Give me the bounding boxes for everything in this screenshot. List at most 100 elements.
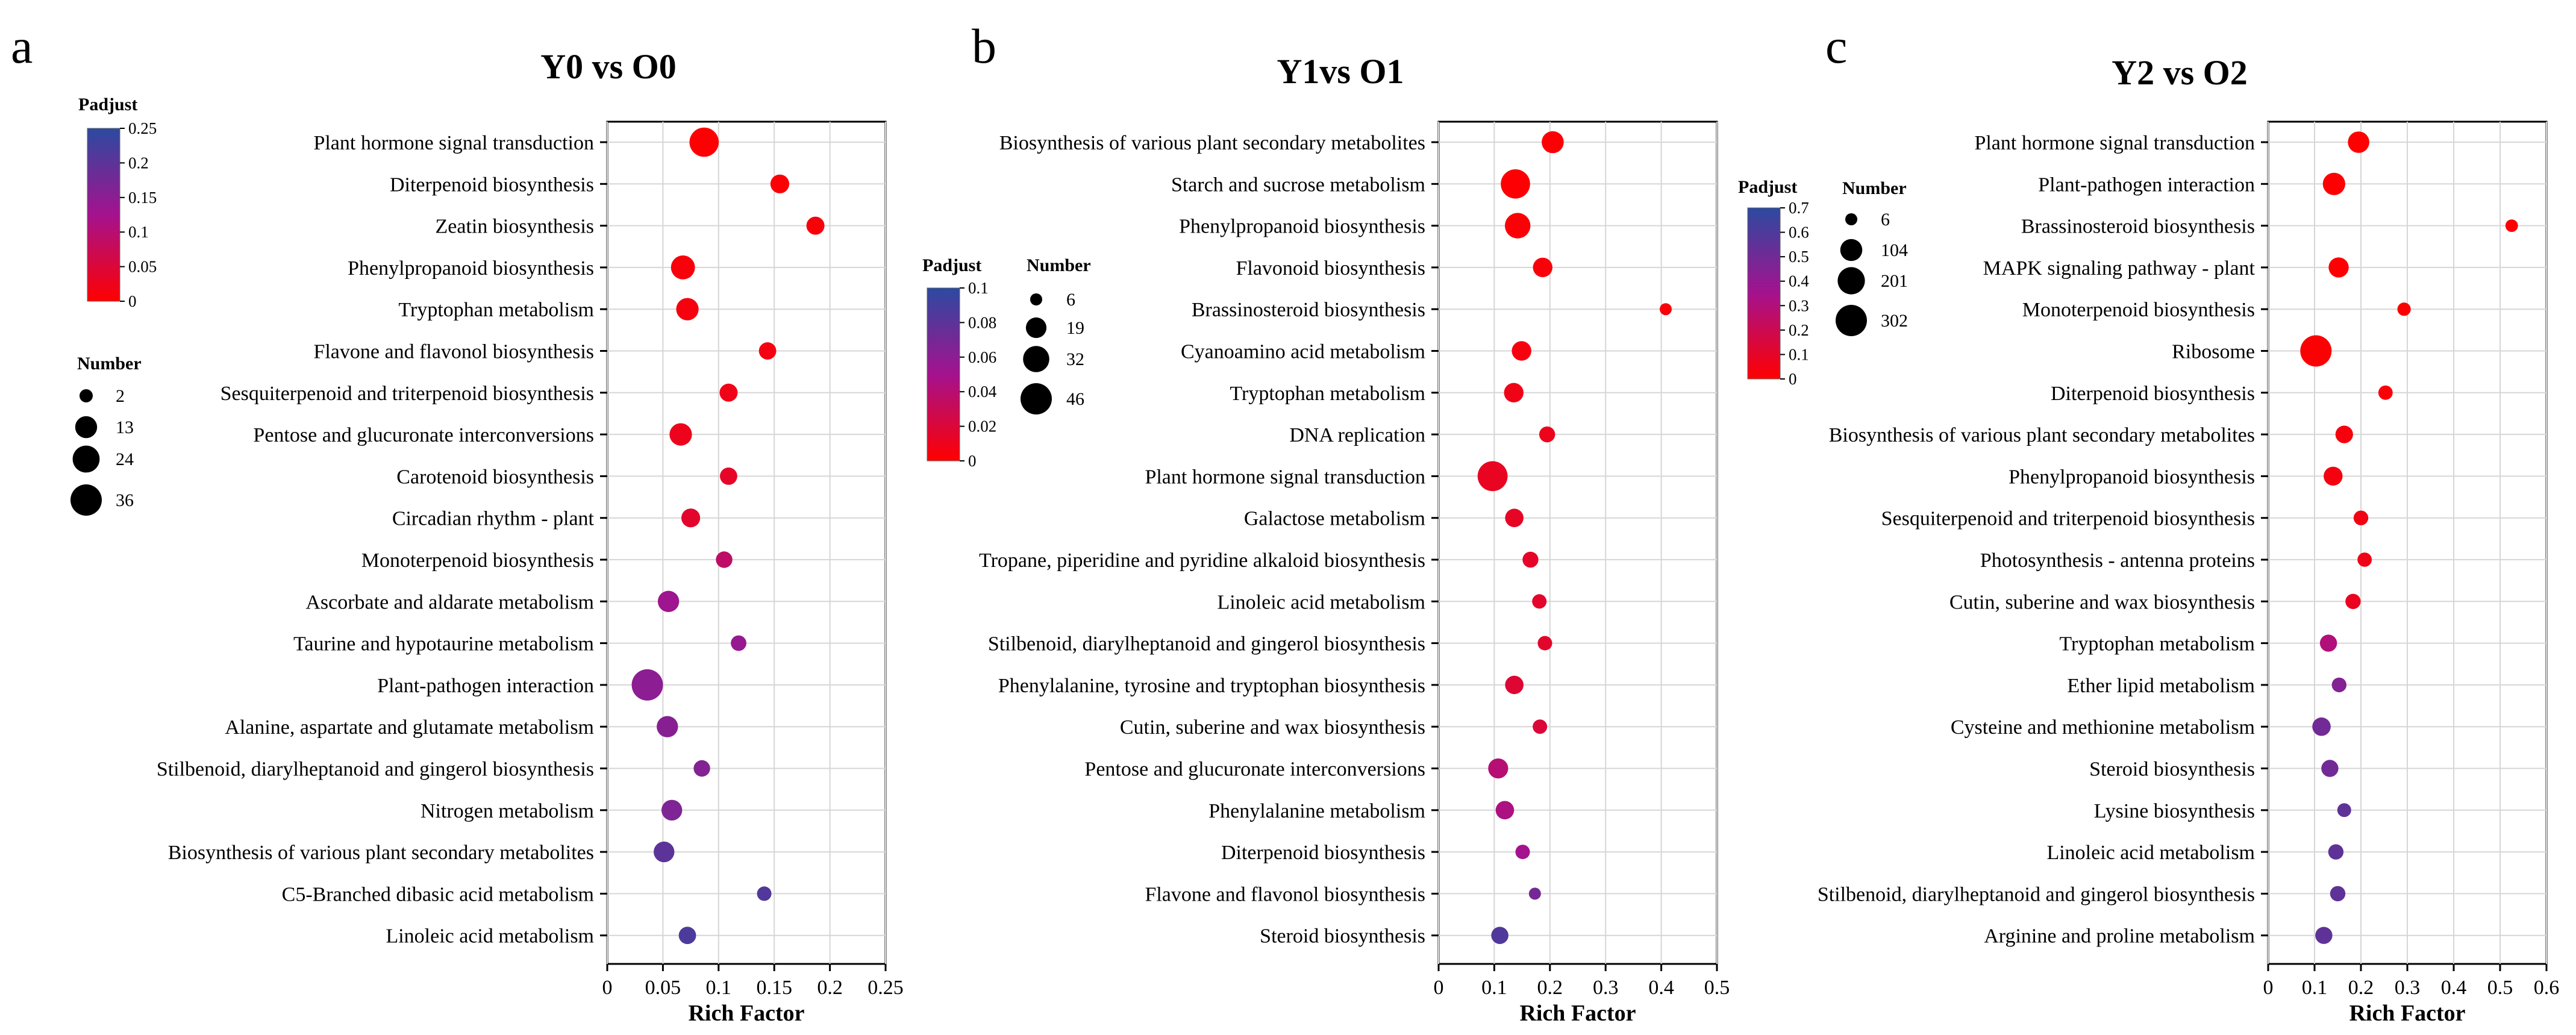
size-legend-circle xyxy=(75,416,98,439)
x-tick-labels-a: 0 0.05 0.1 0.15 0.2 0.25 xyxy=(602,964,904,999)
data-point xyxy=(2328,257,2349,278)
colorbar-tick-label: 0.25 xyxy=(128,119,157,137)
data-point xyxy=(2319,634,2337,652)
size-legend-circle xyxy=(72,445,100,473)
colorbar-c xyxy=(1747,207,1781,380)
category-label: Nitrogen metabolism xyxy=(420,800,594,822)
plot-area-c: Plant hormone signal transduction Plant-p… xyxy=(1818,120,2560,1026)
category-labels-b: Biosynthesis of various plant secondary … xyxy=(979,132,1439,948)
category-label: Cutin, suberine and wax biosynthesis xyxy=(1120,716,1425,739)
data-point xyxy=(2315,927,2333,944)
chart-title-b: Y1vs O1 xyxy=(1277,52,1404,91)
data-point xyxy=(1522,551,1539,568)
category-label: Flavonoid biosynthesis xyxy=(1236,257,1425,280)
colorbar-ticks-b: 0 0.02 0.04 0.06 0.08 0.1 xyxy=(960,279,997,470)
x-tick-label: 0 xyxy=(602,977,613,999)
category-label: Plant-pathogen interaction xyxy=(377,675,594,697)
grid-b xyxy=(1438,122,1718,964)
category-label: Linoleic acid metabolism xyxy=(2046,842,2255,864)
data-point xyxy=(1528,887,1541,900)
size-legend-title-c: Number xyxy=(1842,178,1907,198)
x-tick-label: 0 xyxy=(1434,977,1444,999)
colorbar-tick-label: 0.02 xyxy=(968,417,996,436)
category-label: Monoterpenoid biosynthesis xyxy=(2022,299,2255,321)
data-point xyxy=(2353,510,2369,525)
data-points-c xyxy=(2300,131,2518,944)
category-label: Linoleic acid metabolism xyxy=(386,925,594,948)
size-legend-circle xyxy=(1840,239,1863,261)
category-label: Flavone and flavonol biosynthesis xyxy=(313,341,594,363)
colorbar-tick-label: 0.6 xyxy=(1789,224,1809,242)
category-label: Diterpenoid biosynthesis xyxy=(2051,383,2255,405)
data-point xyxy=(1505,213,1531,239)
category-label: Biosynthesis of various plant secondary … xyxy=(1829,424,2255,446)
category-label: Cysteine and methionine metabolism xyxy=(1951,716,2255,739)
panel-letter-c: c xyxy=(1825,19,1847,73)
data-point xyxy=(657,716,678,737)
x-tick-label: 0.1 xyxy=(2302,977,2328,999)
data-point xyxy=(2335,425,2353,443)
data-point xyxy=(1542,131,1564,154)
category-label: Plant-pathogen interaction xyxy=(2038,174,2255,196)
data-point xyxy=(1495,801,1515,820)
category-label: Brassinosteroid biosynthesis xyxy=(1192,299,1425,321)
category-label: Linoleic acid metabolism xyxy=(1217,591,1425,613)
category-label: Biosynthesis of various plant secondary … xyxy=(999,132,1425,154)
size-legend-items-b: 6 19 32 46 xyxy=(1021,290,1084,414)
category-label: Stilbenoid, diarylheptanoid and gingerol… xyxy=(157,758,594,781)
category-label: Sesquiterpenoid and triterpenoid biosynt… xyxy=(1881,508,2255,530)
category-label: Arginine and proline metabolism xyxy=(1984,925,2255,948)
category-label: Steroid biosynthesis xyxy=(2089,758,2255,781)
category-labels-c: Plant hormone signal transduction Plant-p… xyxy=(1818,132,2268,948)
x-tick-label: 0.05 xyxy=(645,977,681,999)
category-label: Galactose metabolism xyxy=(1244,508,1425,530)
data-point xyxy=(2378,385,2393,400)
data-point xyxy=(1532,594,1547,609)
size-legend-circle xyxy=(1023,346,1049,372)
data-point xyxy=(681,508,701,528)
colorbar-a xyxy=(87,128,120,302)
size-legend-label: 32 xyxy=(1066,349,1084,369)
x-tick-labels-c: 0 0.1 0.2 0.3 0.4 0.5 0.6 xyxy=(2263,964,2560,999)
category-label: Diterpenoid biosynthesis xyxy=(390,174,594,196)
data-point xyxy=(2328,844,2344,860)
category-label: Plant hormone signal transduction xyxy=(1145,466,1425,488)
size-legend-circle xyxy=(80,389,93,402)
data-point xyxy=(678,927,696,945)
x-tick-label: 0.3 xyxy=(1593,977,1619,999)
category-label: Circadian rhythm - plant xyxy=(392,508,595,530)
category-label: Lysine biosynthesis xyxy=(2094,800,2255,822)
category-label: Phenylpropanoid biosynthesis xyxy=(1179,216,1425,238)
data-points-a xyxy=(631,127,825,945)
size-legend-items-c: 6 104 201 302 xyxy=(1836,210,1908,336)
grid-c xyxy=(2268,122,2547,964)
category-label: Flavone and flavonol biosynthesis xyxy=(1145,883,1425,905)
x-tick-label: 0.2 xyxy=(817,977,843,999)
x-tick-label: 0.2 xyxy=(1537,977,1563,999)
x-tick-label: 0.15 xyxy=(756,977,792,999)
size-legend-title-a: Number xyxy=(77,354,142,374)
data-point xyxy=(2330,886,2346,902)
data-point xyxy=(757,886,772,901)
data-point xyxy=(1501,169,1530,199)
x-tick-label: 0.3 xyxy=(2395,977,2421,999)
plot-frame-a xyxy=(606,120,887,965)
x-tick-label: 0.6 xyxy=(2534,977,2560,999)
x-axis-label-c: Rich Factor xyxy=(2349,1001,2465,1026)
category-label: Alanine, aspartate and glutamate metabol… xyxy=(225,716,594,739)
category-label: Ribosome xyxy=(2172,341,2255,363)
category-label: Cyanoamino acid metabolism xyxy=(1181,341,1425,363)
colorbar-tick-label: 0.5 xyxy=(1789,248,1809,266)
size-legend-label: 19 xyxy=(1066,318,1084,338)
panel-b: b Y1vs O1 Padjust 0 0.02 0.04 0.06 0.08 0.1 N… xyxy=(922,19,1730,1026)
data-point xyxy=(719,383,738,402)
data-point xyxy=(720,467,737,485)
data-point xyxy=(2331,677,2347,693)
colorbar-tick-label: 0 xyxy=(128,292,137,310)
data-point xyxy=(716,551,733,568)
x-tick-label: 0.5 xyxy=(2487,977,2513,999)
grid-a xyxy=(607,122,886,964)
data-point xyxy=(671,255,695,280)
data-point xyxy=(2322,172,2345,195)
